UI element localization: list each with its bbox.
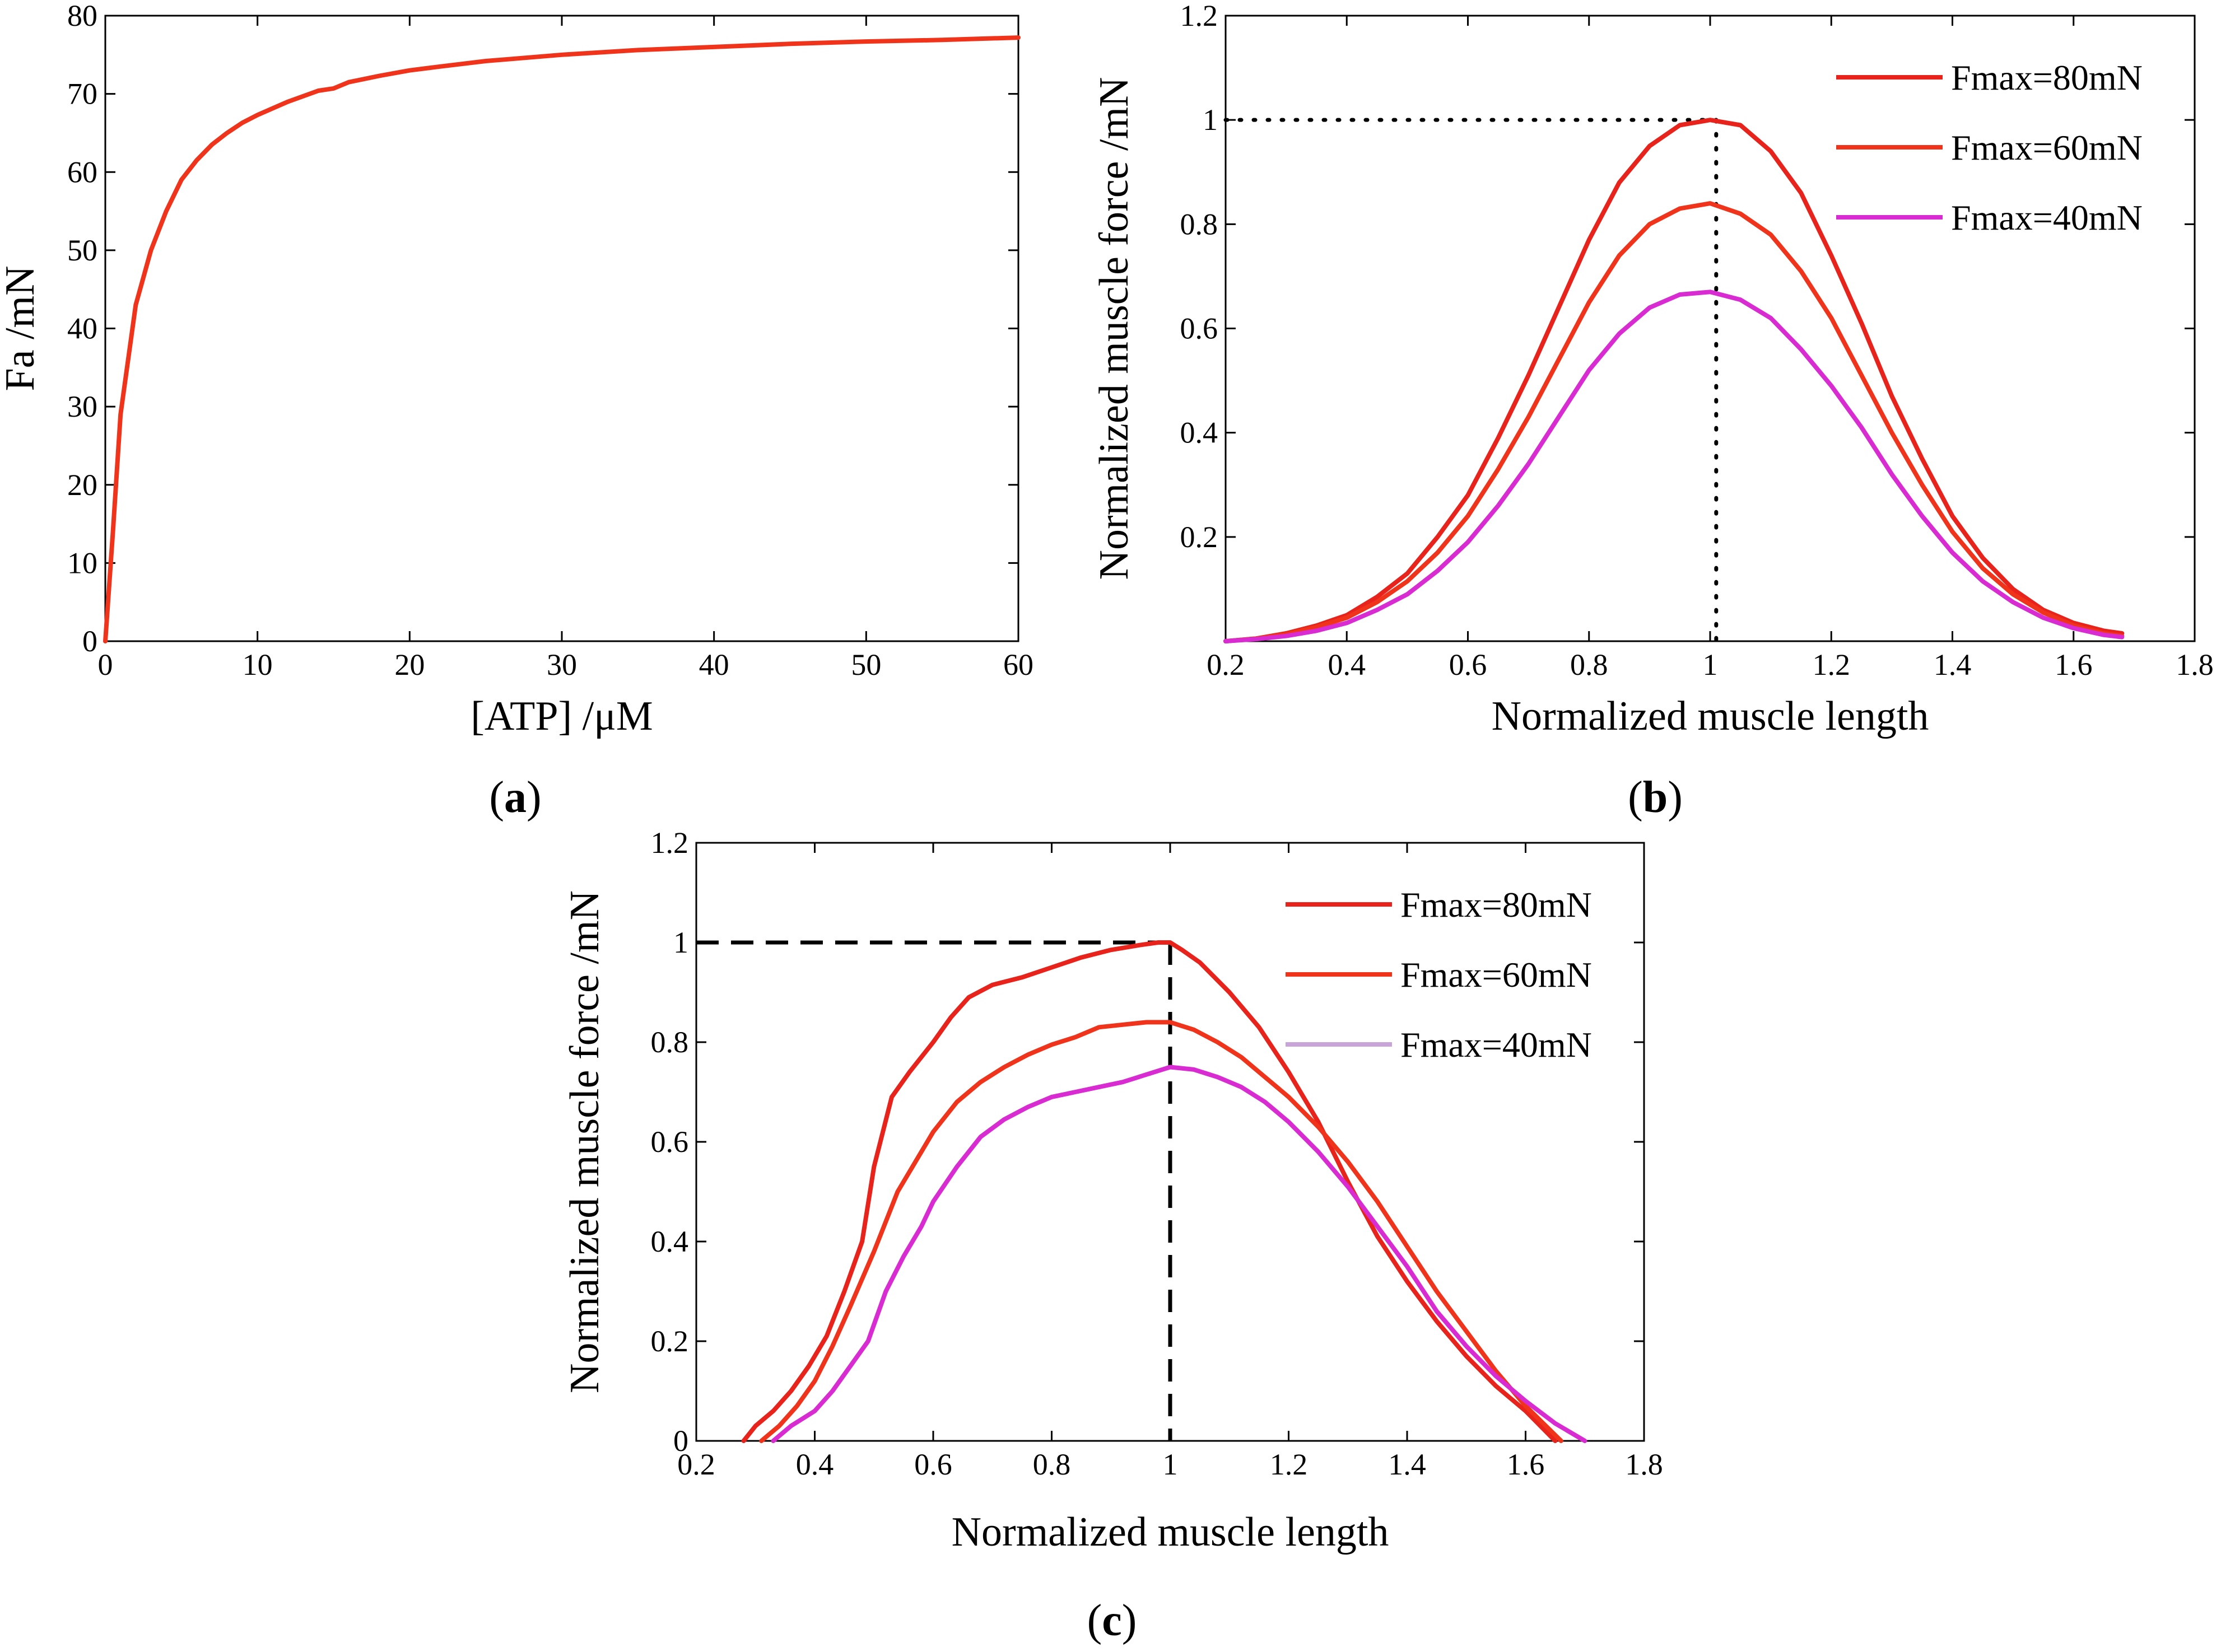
- y-tick-label: 0: [673, 1424, 688, 1458]
- y-tick-label: 0.2: [651, 1324, 689, 1358]
- x-tick-label: 0.6: [914, 1448, 952, 1481]
- y-axis-title: Normalized muscle force /mN: [562, 890, 608, 1393]
- plot-frame: [695, 842, 1645, 1442]
- y-tick-label: 0.8: [651, 1025, 689, 1059]
- y-tick-label: 40: [67, 312, 97, 346]
- legend-label-1: Fmax=80mN: [1400, 885, 1592, 925]
- series-line-3: [1223, 290, 2125, 643]
- x-axis-title: Normalized muscle length: [952, 1509, 1389, 1555]
- y-tick-label: 30: [67, 390, 97, 423]
- legend-label-2: Fmax=60mN: [1951, 128, 2143, 167]
- plot-frame: [1224, 15, 2196, 642]
- y-tick-label: 1.2: [651, 826, 689, 860]
- x-tick-label: 1.6: [2055, 648, 2093, 682]
- y-axis-title: Normalized muscle force /mN: [1091, 77, 1137, 580]
- x-tick-label: 1.6: [1507, 1448, 1545, 1481]
- x-tick-label: 1: [1703, 648, 1718, 682]
- legend-label-3: Fmax=40mN: [1951, 198, 2143, 237]
- y-axis-title: Fa /mN: [0, 265, 43, 391]
- x-axis-title: [ATP] /μM: [471, 693, 653, 739]
- series-line-2: [759, 1020, 1563, 1443]
- x-tick-label: 20: [394, 648, 425, 682]
- series-line-2: [1223, 201, 2125, 643]
- series-line-1: [741, 940, 1558, 1443]
- panel-label-b: (b): [1628, 773, 1683, 822]
- x-tick-label: 0.6: [1449, 648, 1487, 682]
- x-tick-label: 1.8: [2176, 648, 2214, 682]
- y-tick-label: 70: [67, 77, 97, 111]
- series-line-1: [103, 35, 1021, 643]
- x-tick-label: 0.8: [1570, 648, 1608, 682]
- panel-label-c: (c): [1087, 1596, 1137, 1645]
- x-tick-label: 0.4: [796, 1448, 834, 1481]
- y-tick-label: 1: [673, 926, 688, 959]
- chart-c: 0.2 0.4 0.6 0.8 1 1.2 1.4 1.6 1.800.20.40.60.811…: [562, 826, 1663, 1555]
- x-tick-label: 40: [699, 648, 729, 682]
- x-tick-label: 0.4: [1328, 648, 1366, 682]
- legend-label-3: Fmax=40mN: [1400, 1025, 1592, 1065]
- y-tick-label: 0.4: [651, 1225, 689, 1258]
- x-tick-label: 10: [243, 648, 273, 682]
- x-tick-label: 30: [547, 648, 577, 682]
- x-tick-label: 0.2: [677, 1448, 715, 1481]
- panel-label-a: (a): [489, 773, 541, 822]
- x-tick-label: 1.2: [1813, 648, 1851, 682]
- chart-b: 0.2 0.4 0.6 0.8 1 1.2 1.4 1.6 1.8 0.2 0.4 0.6 0.8 1 1.…: [1091, 0, 2214, 739]
- x-tick-label: 50: [851, 648, 881, 682]
- y-tick-label: 20: [67, 468, 97, 502]
- series-line-1: [1223, 118, 2125, 643]
- plot-frame: [104, 15, 1019, 642]
- y-tick-label: 1: [1203, 103, 1218, 137]
- x-tick-label: 1.2: [1270, 1448, 1308, 1481]
- x-tick-label: 1.8: [1625, 1448, 1663, 1481]
- y-tick-label: 0.8: [1180, 207, 1218, 241]
- x-tick-label: 60: [1003, 648, 1033, 682]
- y-tick-label: 0: [82, 624, 97, 658]
- legend-label-1: Fmax=80mN: [1951, 58, 2143, 97]
- y-tick-label: 1.2: [1180, 0, 1218, 32]
- x-axis-title: Normalized muscle length: [1492, 693, 1929, 739]
- x-tick-label: 1.4: [1934, 648, 1972, 682]
- x-tick-label: 1.4: [1388, 1448, 1426, 1481]
- series-line-3: [771, 1065, 1587, 1443]
- legend-label-2: Fmax=60mN: [1400, 955, 1592, 995]
- x-tick-label: 1: [1163, 1448, 1178, 1481]
- y-tick-label: 0.2: [1180, 520, 1218, 554]
- x-tick-label: 0.2: [1207, 648, 1245, 682]
- y-tick-label: 80: [67, 0, 97, 32]
- y-tick-label: 60: [67, 155, 97, 189]
- y-tick-label: 50: [67, 234, 97, 267]
- x-tick-label: 0: [98, 648, 113, 682]
- y-tick-label: 0.6: [651, 1125, 689, 1159]
- x-tick-label: 0.8: [1033, 1448, 1071, 1481]
- y-tick-label: 10: [67, 546, 97, 580]
- y-tick-label: 0.6: [1180, 312, 1218, 346]
- y-tick-label: 0.4: [1180, 416, 1218, 450]
- chart-a: 0 10 20 30 40 50 60 0 10 20 30 40 50 60 70 80 [ATP] /μM F…: [0, 0, 1033, 739]
